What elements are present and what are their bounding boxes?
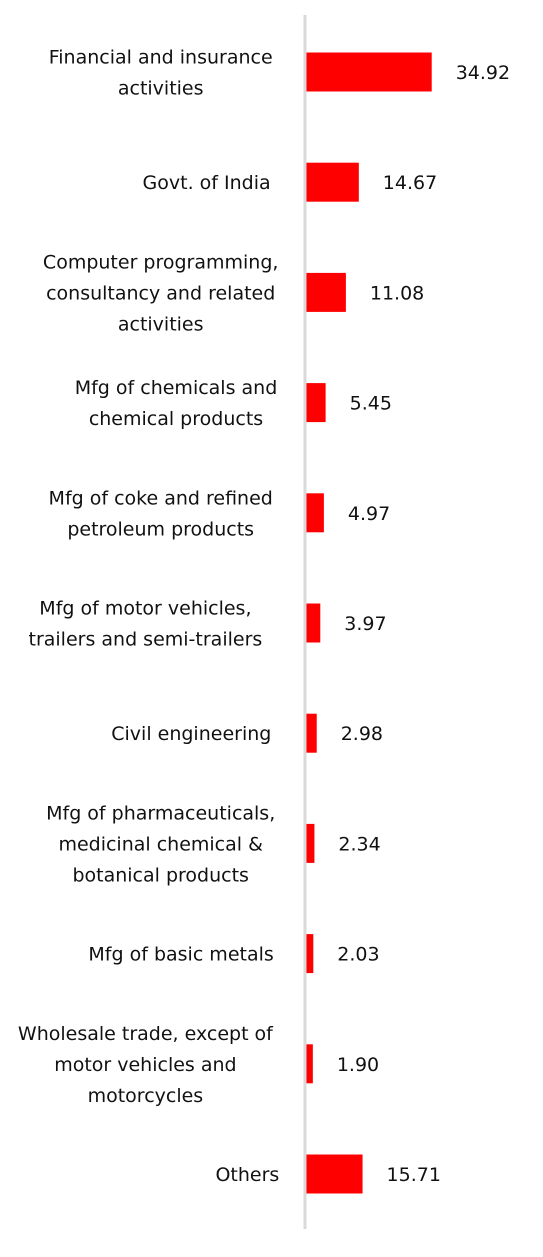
value-label-5: 3.97: [344, 613, 386, 635]
category-label-2-line-1: consultancy and related: [46, 282, 275, 304]
value-label-0: 34.92: [456, 62, 510, 84]
category-label-4-line-0: Mfg of coke and refined: [49, 487, 273, 509]
category-label-3-line-1: chemical products: [89, 408, 263, 430]
category-label-4-line-1: petroleum products: [67, 518, 254, 540]
value-label-6: 2.98: [341, 723, 383, 745]
category-label-6-line-0: Civil engineering: [111, 723, 271, 745]
bar-3: [306, 383, 326, 423]
value-label-9: 1.90: [337, 1054, 379, 1076]
category-label-2-line-0: Computer programming,: [43, 251, 279, 273]
value-label-10: 15.71: [387, 1164, 441, 1186]
category-label-3-line-0: Mfg of chemicals and: [75, 377, 278, 399]
category-label-7-line-1: medicinal chemical &: [58, 833, 263, 855]
category-label-1-line-0: Govt. of India: [143, 172, 271, 194]
category-label-8: Mfg of basic metals: [88, 944, 273, 966]
category-label-7-line-2: botanical products: [72, 864, 248, 886]
bar-2: [306, 272, 346, 312]
category-label-9: Wholesale trade, except of motor vehicles…: [18, 1023, 274, 1107]
category-label-0-line-0: Financial and insurance: [49, 47, 273, 69]
bar-9: [306, 1044, 313, 1084]
category-label-5: Mfg of motor vehicles, trailers and semi-…: [29, 598, 263, 651]
category-label-1: Govt. of India: [143, 172, 271, 194]
category-label-7-line-0: Mfg of pharmaceuticals,: [46, 802, 275, 824]
category-label-9-line-2: motorcycles: [88, 1085, 204, 1107]
bar-4: [306, 493, 324, 533]
category-label-0: Financial and insurance activities: [49, 47, 273, 100]
category-label-7: Mfg of pharmaceuticals, medicinal chemica…: [46, 802, 275, 886]
category-label-2: Computer programming, consultancy and rel…: [43, 251, 279, 335]
category-label-9-line-0: Wholesale trade, except of: [18, 1023, 274, 1045]
bars-layer: [306, 52, 432, 1194]
bar-1: [306, 162, 359, 202]
value-label-3: 5.45: [350, 393, 392, 415]
category-label-8-line-0: Mfg of basic metals: [88, 944, 273, 966]
value-label-8: 2.03: [337, 944, 379, 966]
category-label-10: Others: [215, 1164, 279, 1186]
category-label-2-line-2: activities: [118, 313, 204, 335]
value-labels-layer: 34.92 14.67 11.08 5.45 4.97 3.97 2.98 2.34 2.03 1…: [337, 62, 510, 1186]
category-label-0-line-1: activities: [118, 78, 204, 100]
value-label-7: 2.34: [338, 833, 380, 855]
category-label-3: Mfg of chemicals and chemical products: [75, 377, 278, 430]
bar-10: [306, 1154, 363, 1194]
value-label-4: 4.97: [348, 503, 390, 525]
value-label-2: 11.08: [370, 282, 424, 304]
bar-5: [306, 603, 321, 643]
bar-7: [306, 823, 315, 863]
category-label-6: Civil engineering: [111, 723, 271, 745]
category-label-10-line-0: Others: [215, 1164, 279, 1186]
category-label-9-line-1: motor vehicles and: [54, 1054, 236, 1076]
value-label-1: 14.67: [383, 172, 437, 194]
category-label-4: Mfg of coke and refined petroleum product…: [49, 487, 273, 540]
bar-6: [306, 713, 317, 753]
bar-8: [306, 934, 314, 974]
bar-0: [306, 52, 432, 92]
category-label-5-line-1: trailers and semi-trailers: [29, 629, 263, 651]
category-labels-layer: Financial and insurance activities Govt. o…: [18, 47, 279, 1187]
category-label-5-line-0: Mfg of motor vehicles,: [39, 598, 251, 620]
